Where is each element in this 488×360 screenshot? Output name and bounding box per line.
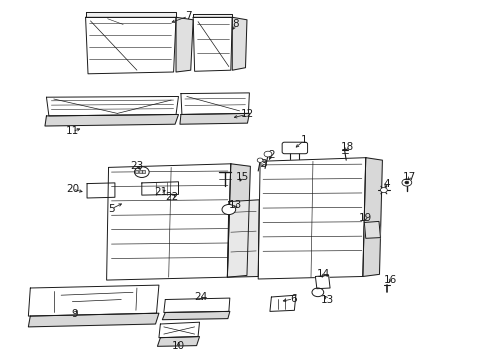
Text: 21: 21 <box>153 186 167 197</box>
Circle shape <box>311 288 323 297</box>
Circle shape <box>380 188 386 193</box>
Text: 20: 20 <box>66 184 79 194</box>
Text: 2: 2 <box>267 150 274 160</box>
Text: 17: 17 <box>402 172 416 182</box>
Polygon shape <box>162 311 229 320</box>
Polygon shape <box>315 275 329 289</box>
Circle shape <box>404 181 408 184</box>
Polygon shape <box>227 164 250 277</box>
Text: 14: 14 <box>316 269 330 279</box>
Polygon shape <box>157 337 199 346</box>
Circle shape <box>134 167 149 177</box>
Bar <box>142 170 145 173</box>
Text: 11: 11 <box>65 126 79 136</box>
Circle shape <box>222 204 235 215</box>
Circle shape <box>257 158 263 162</box>
Text: 15: 15 <box>235 172 248 182</box>
Polygon shape <box>193 14 232 17</box>
Text: 5: 5 <box>108 204 115 214</box>
Polygon shape <box>142 182 178 195</box>
Polygon shape <box>163 298 229 312</box>
Polygon shape <box>106 164 230 280</box>
Text: 22: 22 <box>165 192 179 202</box>
Polygon shape <box>364 221 380 238</box>
Polygon shape <box>232 17 246 70</box>
Polygon shape <box>28 285 159 316</box>
Polygon shape <box>176 17 193 72</box>
Text: 23: 23 <box>130 161 143 171</box>
Polygon shape <box>85 17 176 74</box>
Circle shape <box>401 179 411 186</box>
Polygon shape <box>258 158 365 279</box>
Text: 9: 9 <box>71 309 78 319</box>
Text: 8: 8 <box>232 19 239 30</box>
Text: 6: 6 <box>289 294 296 304</box>
Polygon shape <box>181 93 249 114</box>
Text: 7: 7 <box>184 11 191 21</box>
Text: 13: 13 <box>228 200 242 210</box>
Polygon shape <box>46 96 178 116</box>
Bar <box>135 170 138 173</box>
Text: 19: 19 <box>358 213 372 223</box>
Polygon shape <box>180 113 249 124</box>
Polygon shape <box>85 12 176 17</box>
Polygon shape <box>159 322 199 338</box>
Text: 13: 13 <box>320 294 334 305</box>
Polygon shape <box>362 158 382 276</box>
Bar <box>139 170 142 173</box>
Text: 16: 16 <box>383 275 396 285</box>
Text: 3: 3 <box>259 159 266 169</box>
Polygon shape <box>28 313 159 327</box>
FancyBboxPatch shape <box>282 142 307 154</box>
Text: 18: 18 <box>340 142 353 152</box>
Polygon shape <box>269 295 295 311</box>
Polygon shape <box>87 183 115 198</box>
Polygon shape <box>227 200 259 277</box>
Polygon shape <box>45 114 178 126</box>
Text: 24: 24 <box>193 292 207 302</box>
Text: 4: 4 <box>382 179 389 189</box>
Circle shape <box>264 151 271 157</box>
Polygon shape <box>193 17 232 71</box>
Text: 12: 12 <box>240 109 253 120</box>
Text: 1: 1 <box>300 135 307 145</box>
Text: 10: 10 <box>172 341 184 351</box>
